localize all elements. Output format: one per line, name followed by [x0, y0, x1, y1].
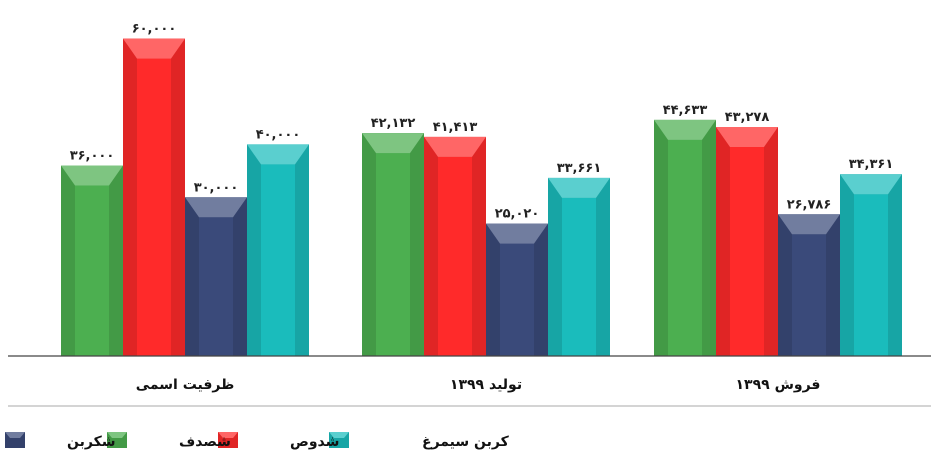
category-labels: ظرفیت اسمی تولید ۱۳۹۹ فروش ۱۳۹۹: [136, 377, 821, 393]
bar: ۶۰,۰۰۰: [123, 22, 185, 356]
legend-label: شدوص: [290, 434, 339, 450]
bar-cap: [61, 165, 123, 186]
bar: ۲۶,۷۸۶: [778, 197, 840, 356]
bar-face: [792, 234, 826, 356]
legend-label: شصدف: [179, 434, 231, 450]
bar-face: [562, 197, 596, 356]
bar-value-label: ۲۵,۰۲۰: [495, 207, 540, 222]
legend-item: شکربن: [5, 432, 115, 450]
bar-cap: [362, 133, 424, 154]
bar-cap: [778, 214, 840, 235]
bar-face: [137, 58, 171, 356]
bar-cap: [123, 38, 185, 59]
bar-value-label: ۳۴,۳۶۱: [849, 157, 894, 172]
category-label: فروش ۱۳۹۹: [736, 377, 821, 393]
bar-value-label: ۲۶,۷۸۶: [787, 197, 832, 212]
bar: ۴۰,۰۰۰: [247, 127, 309, 356]
category-label: تولید ۱۳۹۹: [450, 377, 522, 393]
bar-cap: [486, 223, 548, 244]
legend-item: کربن سیمرغ: [329, 432, 510, 450]
bar-value-label: ۴۱,۴۱۳: [433, 120, 478, 135]
bar: ۳۴,۳۶۱: [840, 157, 902, 356]
bar-face: [438, 156, 472, 356]
legend: کربن سیمرغ شدوص شصدف شکربن: [5, 432, 510, 450]
legend-label: شکربن: [67, 434, 115, 450]
bars-layer: ۳۶,۰۰۰ ۶۰,۰۰۰ ۳۰,۰۰۰ ۴۰,۰۰۰ ۴۲,۱۳۲ ۴۱,۴۱۳ ۲۵,۰…: [61, 22, 902, 357]
legend-swatch-cap: [107, 432, 127, 438]
bar: ۳۶,۰۰۰: [61, 149, 123, 356]
bar-value-label: ۳۰,۰۰۰: [194, 180, 239, 195]
legend-item: شدوص: [218, 432, 339, 450]
bar-cap: [716, 127, 778, 148]
bar-value-label: ۴۲,۱۳۲: [371, 116, 416, 131]
bar-face: [668, 139, 702, 356]
legend-label: کربن سیمرغ: [422, 434, 510, 450]
bar-value-label: ۶۰,۰۰۰: [132, 22, 177, 37]
bar-cap: [548, 177, 610, 198]
bar-face: [854, 194, 888, 356]
bar: ۳۰,۰۰۰: [185, 180, 247, 356]
bar: ۴۱,۴۱۳: [424, 120, 486, 356]
bar-value-label: ۳۳,۶۶۱: [557, 161, 602, 176]
bar: ۳۳,۶۶۱: [548, 161, 610, 356]
legend-swatch-cap: [5, 432, 25, 438]
bar-cap: [185, 197, 247, 218]
bar: ۴۳,۲۷۸: [716, 110, 778, 357]
legend-swatch-cap: [329, 432, 349, 438]
bar-value-label: ۳۶,۰۰۰: [70, 149, 115, 164]
legend-swatch-cap: [218, 432, 238, 438]
bar-face: [75, 185, 109, 356]
bar-cap: [424, 136, 486, 157]
bar-face: [730, 147, 764, 356]
bar-face: [500, 243, 534, 356]
category-label: ظرفیت اسمی: [136, 377, 235, 393]
bar-value-label: ۴۳,۲۷۸: [725, 110, 770, 125]
bar-face: [199, 217, 233, 356]
bar-value-label: ۴۴,۶۳۳: [663, 103, 708, 118]
bar: ۴۴,۶۳۳: [654, 103, 716, 356]
bar: ۲۵,۰۲۰: [486, 207, 548, 356]
bar: ۴۲,۱۳۲: [362, 116, 424, 356]
bar-value-label: ۴۰,۰۰۰: [256, 127, 301, 142]
bar-cap: [840, 174, 902, 195]
bar-cap: [247, 144, 309, 165]
legend-item: شصدف: [107, 432, 231, 450]
bar-face: [376, 153, 410, 356]
bar-face: [261, 164, 295, 356]
bar-cap: [654, 119, 716, 140]
